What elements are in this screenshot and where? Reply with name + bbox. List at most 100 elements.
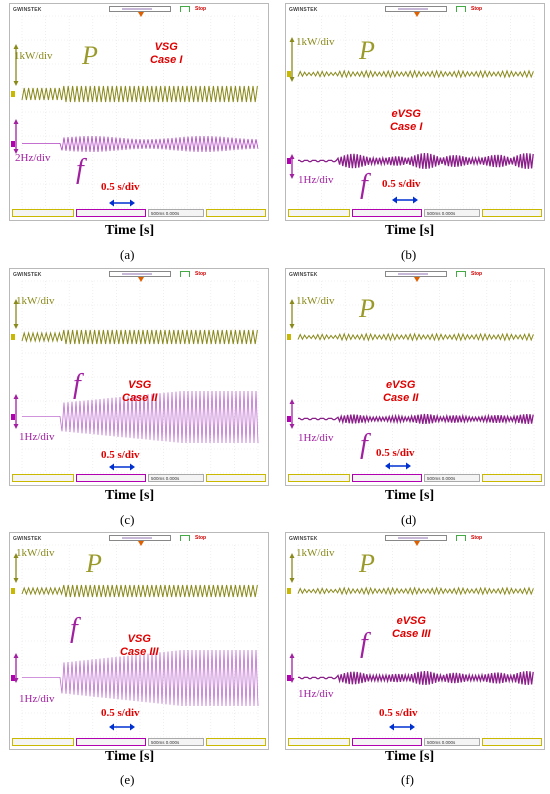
oscilloscope-screen: GWINSTEK Stop 500ms 0.000s 1kW/div P f V…: [9, 532, 269, 750]
ch2-readout: [352, 738, 422, 746]
double-arrow-icon: [389, 723, 415, 731]
case-label: VSG Case I: [150, 41, 183, 66]
graticule: [297, 280, 535, 474]
panel-f: GWINSTEK Stop 500ms 0.000s 1kW/div P eVS…: [285, 532, 545, 794]
freq-scale-arrow: [289, 399, 295, 429]
scope-brand: GWINSTEK: [289, 7, 318, 13]
power-trace: [21, 85, 258, 103]
scope-footer: 500ms 0.000s: [10, 735, 268, 749]
scope-header: GWINSTEK Stop: [286, 4, 544, 17]
power-trace: [21, 584, 258, 598]
run-status: Stop: [195, 271, 207, 277]
arrow-head: [289, 678, 295, 683]
waveform-plot: [11, 280, 259, 474]
panel-b: GWINSTEK Stop 500ms 0.000s 1kW/div P eVS…: [285, 3, 545, 265]
arrow-head: [13, 578, 19, 583]
panel-caption: (a): [120, 247, 135, 262]
ch1-readout: [12, 738, 74, 746]
time-scale-label: 0.5 s/div: [379, 707, 418, 719]
arrow-head: [13, 553, 19, 558]
timebase-readout: 500ms 0.000s: [424, 209, 480, 217]
arrow-head: [289, 653, 295, 658]
arrow-head: [289, 578, 295, 583]
freq-symbol: f: [360, 429, 368, 460]
ch1-marker: [11, 91, 15, 97]
scope-header: GWINSTEK Stop: [286, 269, 544, 282]
oscilloscope-screen: GWINSTEK Stop 500ms 0.000s 1kW/div P eVS…: [285, 3, 545, 221]
freq-scale-arrow: [289, 653, 295, 683]
memory-bar: [109, 6, 171, 12]
time-scale-label: 0.5 s/div: [101, 449, 140, 461]
time-axis-label: Time [s]: [105, 223, 155, 238]
waveform-plot: [11, 15, 259, 209]
arrow-head: [289, 399, 295, 404]
memory-bar: [109, 271, 171, 277]
double-arrow-icon: [392, 196, 418, 204]
freq-scale-arrow: [13, 394, 19, 429]
ch2-marker: [287, 158, 291, 164]
trigger-edge-icon: [180, 271, 190, 277]
ch2-readout: [352, 474, 422, 482]
frequency-trace: [298, 671, 534, 685]
ch1-marker: [11, 334, 15, 340]
panel-c: GWINSTEK Stop 500ms 0.000s 1kW/div 1Hz/d…: [9, 268, 269, 530]
trigger-readout: [482, 738, 542, 746]
time-axis-label: Time [s]: [105, 488, 155, 503]
trigger-position-marker: [414, 541, 420, 546]
freq-scale-arrow: [289, 154, 295, 179]
case-label: VSG Case II: [122, 379, 158, 404]
freq-scale-label: 1Hz/div: [298, 174, 334, 186]
run-status: Stop: [471, 535, 483, 541]
ch2-marker: [11, 414, 15, 420]
freq-symbol: f: [70, 613, 78, 644]
power-scale-arrow: [289, 37, 295, 82]
trigger-edge-icon: [456, 271, 466, 277]
arrow-head: [289, 174, 295, 179]
ch2-readout: [76, 474, 146, 482]
arrow-head: [289, 424, 295, 429]
oscilloscope-screen: GWINSTEK Stop 500ms 0.000s 1kW/div P VSG…: [9, 3, 269, 221]
scope-footer: 500ms 0.000s: [286, 206, 544, 220]
time-scale-label: 0.5 s/div: [101, 707, 140, 719]
trigger-readout: [206, 474, 266, 482]
panel-caption: (e): [120, 772, 135, 787]
panel-a: GWINSTEK Stop 500ms 0.000s 1kW/div P VSG…: [9, 3, 269, 265]
ch1-readout: [288, 209, 350, 217]
waveform-plot: [11, 544, 259, 738]
trigger-edge-icon: [456, 535, 466, 541]
trigger-position-marker: [138, 12, 144, 17]
ch1-marker: [287, 588, 291, 594]
trigger-readout: [482, 474, 542, 482]
freq-symbol: f: [73, 369, 81, 400]
trigger-edge-icon: [456, 6, 466, 12]
power-symbol: P: [359, 549, 375, 578]
timebase-readout: 500ms 0.000s: [148, 738, 204, 746]
frequency-trace: [22, 390, 259, 444]
power-trace: [21, 329, 258, 345]
ch1-readout: [288, 474, 350, 482]
graticule: [21, 280, 259, 474]
freq-scale-label: 1Hz/div: [298, 688, 334, 700]
frequency-trace: [22, 649, 259, 707]
power-scale-label: 1kW/div: [16, 295, 55, 307]
ch2-marker: [11, 141, 15, 147]
ch1-readout: [12, 209, 74, 217]
arrow-head: [289, 37, 295, 42]
freq-symbol: f: [76, 154, 84, 185]
case-label: eVSG Case III: [392, 615, 431, 640]
power-symbol: P: [82, 41, 98, 70]
waveform-plot: [287, 544, 535, 738]
frequency-trace: [22, 135, 259, 153]
case-label: eVSG Case I: [390, 108, 423, 133]
arrow-head: [13, 119, 19, 124]
trigger-edge-icon: [180, 535, 190, 541]
run-status: Stop: [471, 271, 483, 277]
power-symbol: P: [359, 36, 375, 65]
scope-footer: 500ms 0.000s: [286, 471, 544, 485]
power-scale-label: 1kW/div: [16, 547, 55, 559]
time-scale-label: 0.5 s/div: [376, 447, 415, 459]
double-arrow-icon: [109, 199, 135, 207]
panel-caption: (f): [401, 772, 414, 787]
arrow-head: [13, 424, 19, 429]
run-status: Stop: [195, 535, 207, 541]
